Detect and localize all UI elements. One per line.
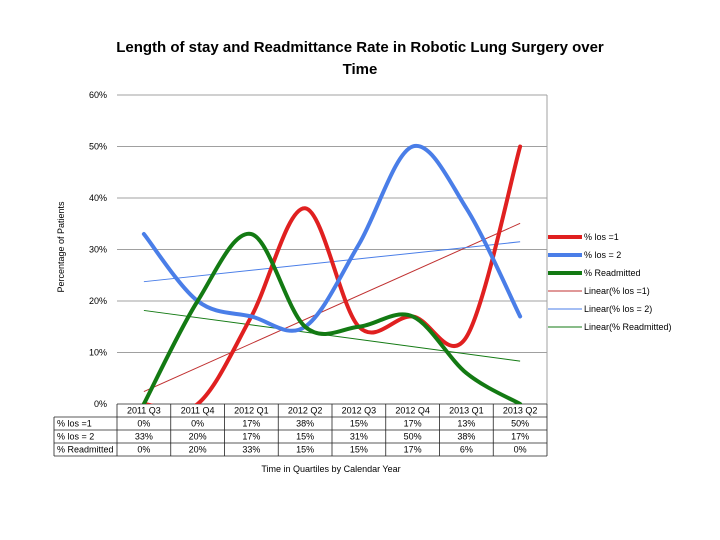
table-cell: 20% <box>189 445 207 455</box>
legend-label: % los =1 <box>584 232 619 242</box>
table-cell: 15% <box>296 432 314 442</box>
table-cell: 13% <box>457 419 475 429</box>
table-cell: 17% <box>511 432 529 442</box>
table-row-label: % los = 2 <box>57 432 94 442</box>
y-tick-label: 60% <box>89 90 107 100</box>
table-cell: 0% <box>191 419 204 429</box>
series-lines <box>141 144 523 404</box>
table-cell: 0% <box>137 445 150 455</box>
table-cell: 31% <box>350 432 368 442</box>
table-cell: 17% <box>242 419 260 429</box>
legend-label: % los = 2 <box>584 250 621 260</box>
y-tick-label: 30% <box>89 245 107 255</box>
legend-label: Linear(% Readmitted) <box>584 322 672 332</box>
x-tick-label: 2013 Q1 <box>449 406 484 416</box>
y-tick-label: 10% <box>89 348 107 358</box>
y-axis-label: Percentage of Patients <box>56 201 66 293</box>
table-row-label: % los =1 <box>57 419 92 429</box>
x-tick-label: 2013 Q2 <box>503 406 538 416</box>
legend: % los =1 % los = 2 % Readmitted Linear(% lo… <box>548 232 672 332</box>
series-line <box>141 144 523 333</box>
table-cell: 38% <box>296 419 314 429</box>
y-tick-label: 0% <box>94 399 107 409</box>
data-table: 2011 Q3 2011 Q4 2012 Q1 2012 Q2 2012 Q3 2012 … <box>53 403 548 457</box>
x-tick-label: 2011 Q3 <box>127 406 161 416</box>
table-cell: 17% <box>404 445 422 455</box>
legend-label: Linear(% los = 2) <box>584 304 652 314</box>
legend-label: Linear(% los =1) <box>584 286 650 296</box>
x-tick-label: 2011 Q4 <box>181 406 215 416</box>
x-axis-label: Time in Quartiles by Calendar Year <box>261 464 400 474</box>
table-cell: 50% <box>511 419 529 429</box>
chart-title-line2: Time <box>343 61 378 78</box>
x-tick-label: 2012 Q2 <box>288 406 323 416</box>
series-line <box>141 232 523 404</box>
table-cell: 17% <box>242 432 260 442</box>
table-cell: 6% <box>460 445 473 455</box>
trendline <box>143 309 521 362</box>
x-tick-label: 2012 Q3 <box>342 406 377 416</box>
table-cell: 33% <box>242 445 260 455</box>
legend-label: % Readmitted <box>584 268 641 278</box>
gridlines: 0% 10% 20% 30% 40% 50% 60% <box>89 90 548 409</box>
table-row-label: % Readmitted <box>57 445 114 455</box>
y-tick-label: 20% <box>89 296 107 306</box>
table-cell: 33% <box>135 432 153 442</box>
series-line <box>141 144 523 404</box>
y-tick-label: 40% <box>89 193 107 203</box>
table-cell: 15% <box>350 445 368 455</box>
x-tick-label: 2012 Q4 <box>395 406 430 416</box>
y-tick-label: 50% <box>89 142 107 152</box>
table-cell: 15% <box>296 445 314 455</box>
table-cell: 17% <box>404 419 422 429</box>
table-cell: 38% <box>457 432 475 442</box>
chart-title-line1: Length of stay and Readmittance Rate in … <box>116 39 604 56</box>
table-cell: 0% <box>137 419 150 429</box>
x-tick-label: 2012 Q1 <box>234 406 269 416</box>
table-cell: 0% <box>514 445 527 455</box>
table-cell: 50% <box>404 432 422 442</box>
trendlines <box>143 222 521 393</box>
table-cell: 20% <box>189 432 207 442</box>
table-cell: 15% <box>350 419 368 429</box>
trendline <box>143 222 521 393</box>
